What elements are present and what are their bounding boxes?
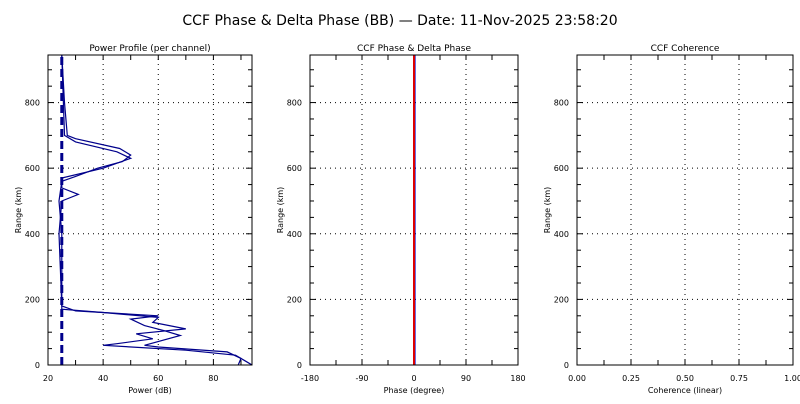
figure-title: CCF Phase & Delta Phase (BB) — Date: 11-…: [182, 13, 617, 29]
series-line-channel-1: [58, 55, 252, 365]
panel-title: CCF Coherence: [651, 44, 720, 54]
x-tick-label: 80: [208, 374, 218, 383]
series-line-channel-2: [58, 55, 242, 365]
x-tick-label: 0.25: [622, 374, 640, 383]
y-tick-label: 400: [554, 230, 569, 239]
y-axis-label: Range (km): [14, 187, 23, 234]
plot-frame: [309, 54, 519, 366]
y-tick-label: 400: [287, 230, 302, 239]
x-tick-label: 0.00: [568, 374, 586, 383]
x-axis-label: Phase (degree): [384, 386, 445, 395]
x-tick-label: 90: [461, 374, 471, 383]
y-tick-label: 200: [25, 295, 40, 304]
y-tick-label: 800: [554, 99, 569, 108]
y-tick-label: 800: [25, 99, 40, 108]
y-tick-label: 400: [25, 230, 40, 239]
x-tick-label: 0.75: [730, 374, 748, 383]
y-tick-label: 200: [287, 295, 302, 304]
panel-title: Power Profile (per channel): [89, 44, 210, 54]
x-tick-label: 1.00: [784, 374, 800, 383]
x-tick-label: -180: [301, 374, 319, 383]
y-tick-label: 0: [35, 361, 40, 370]
plot-frame: [576, 54, 794, 366]
panel-3: 0.00 0.25 0.50 0.75 1.00 0 200 400 600 800 CCF Coh…: [543, 44, 800, 395]
y-tick-label: 0: [297, 361, 302, 370]
panel-title: CCF Phase & Delta Phase: [357, 44, 471, 54]
panel-2: -180 -90 0 90 180 0 200 400 600 800 CCF Phase & De…: [276, 44, 526, 395]
x-tick-label: 0.50: [676, 374, 694, 383]
y-tick-label: 200: [554, 295, 569, 304]
x-tick-label: 0: [411, 374, 416, 383]
x-tick-label: 180: [510, 374, 525, 383]
y-tick-label: 800: [287, 99, 302, 108]
x-axis-label: Coherence (linear): [648, 386, 722, 395]
x-axis-label: Power (dB): [128, 386, 172, 395]
y-tick-label: 600: [287, 164, 302, 173]
y-tick-label: 0: [564, 361, 569, 370]
y-tick-label: 600: [554, 164, 569, 173]
plot-frame: [47, 54, 253, 366]
y-axis-label: Range (km): [276, 187, 285, 234]
x-tick-label: 40: [98, 374, 108, 383]
x-tick-label: -90: [355, 374, 368, 383]
y-axis-label: Range (km): [543, 187, 552, 234]
y-tick-label: 600: [25, 164, 40, 173]
x-tick-label: 20: [43, 374, 53, 383]
x-tick-label: 60: [153, 374, 163, 383]
